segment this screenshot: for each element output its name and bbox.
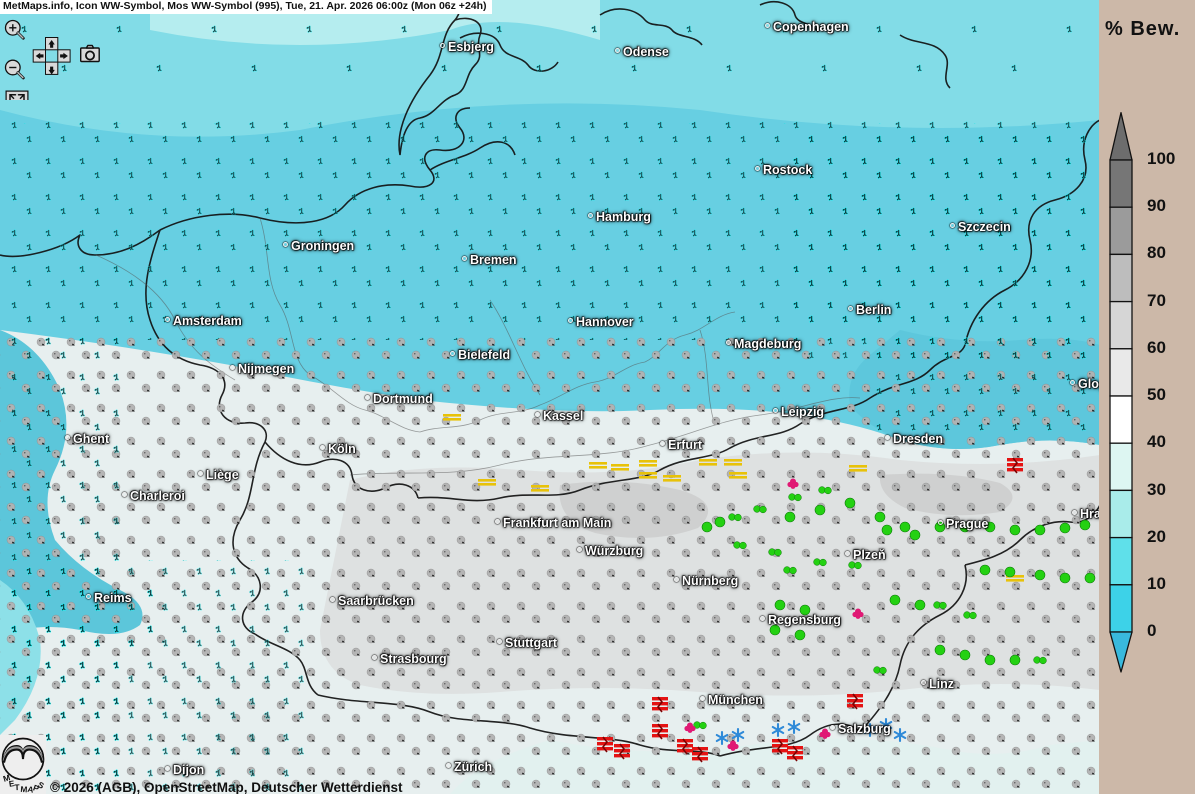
svg-text:T: T <box>14 782 19 792</box>
